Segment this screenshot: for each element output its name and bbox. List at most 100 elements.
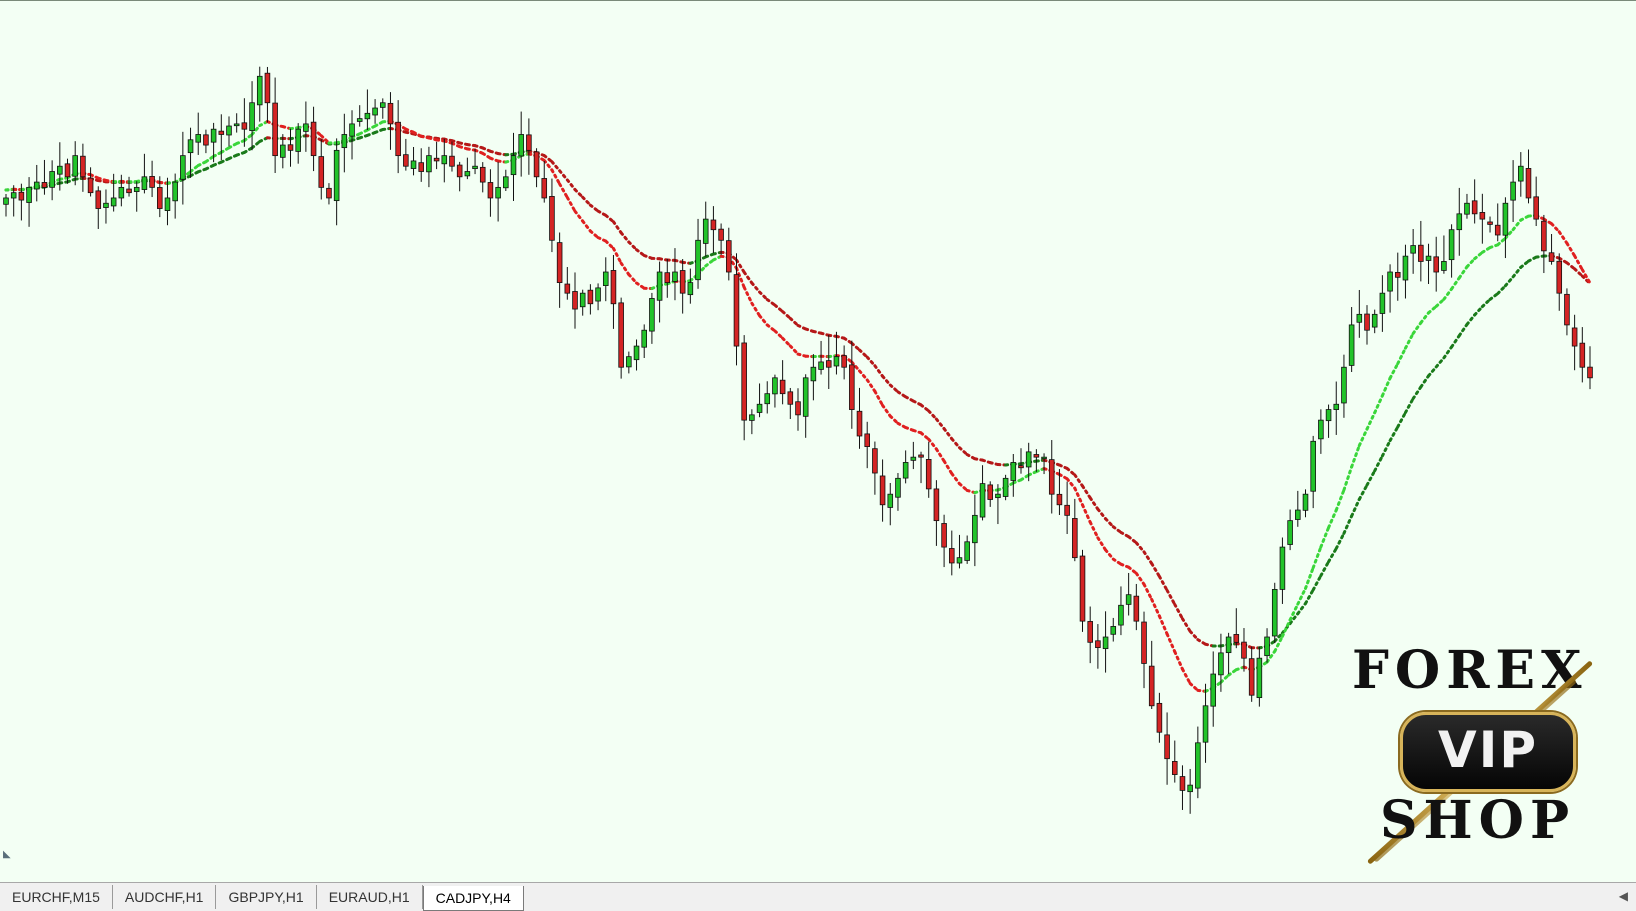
candle-body-bear <box>1088 621 1093 642</box>
tab-euraud-h1[interactable]: EURAUD,H1 <box>317 885 423 909</box>
candle <box>1280 537 1285 603</box>
candle <box>1257 647 1262 707</box>
candle-body-bear <box>1580 343 1585 367</box>
candle <box>519 112 524 177</box>
slow-ma-segment <box>1083 486 1091 498</box>
candle-body-bull <box>334 150 339 200</box>
candle-body-bear <box>926 459 931 488</box>
candle <box>1403 245 1408 299</box>
candle <box>180 132 185 205</box>
candle <box>134 181 139 211</box>
candle <box>396 100 401 173</box>
fast-ma-segment <box>1421 313 1429 323</box>
candle <box>227 116 232 146</box>
candle <box>657 262 662 323</box>
candle-body-bear <box>1534 197 1539 219</box>
candle <box>1449 224 1454 277</box>
candle-body-bull <box>511 156 516 175</box>
candle-body-bull <box>165 198 170 211</box>
fast-ma-segment <box>1329 510 1337 528</box>
candle-body-bull <box>180 156 185 180</box>
candle <box>957 535 962 568</box>
slow-ma-segment <box>1459 324 1467 335</box>
candle-body-bear <box>434 158 439 161</box>
candle <box>580 290 585 316</box>
candle-body-bear <box>42 182 47 187</box>
slow-ma-segment <box>1452 336 1460 347</box>
candle <box>350 110 355 159</box>
tab-gbpjpy-h1[interactable]: GBPJPY,H1 <box>216 885 316 909</box>
candle <box>680 259 685 314</box>
candle <box>27 177 32 227</box>
candle-body-bull <box>280 145 285 157</box>
fast-ma-segment <box>1567 243 1575 256</box>
candle <box>1557 253 1562 310</box>
candle-body-bear <box>319 157 324 188</box>
candle-body-bear <box>311 122 316 155</box>
candle-body-bull <box>1426 256 1431 260</box>
candle-body-bull <box>1465 203 1470 214</box>
candle-body-bear <box>1541 221 1546 251</box>
candle-body-bear <box>1180 777 1185 791</box>
candle <box>196 113 201 155</box>
fast-ma-segment <box>744 287 752 303</box>
slow-ma-segment <box>1106 519 1114 527</box>
candle-body-bull <box>1372 314 1377 327</box>
candle <box>434 142 439 169</box>
candle <box>419 148 424 182</box>
candle-body-bear <box>403 155 408 167</box>
candle <box>573 272 578 328</box>
candle-body-bull <box>257 76 262 105</box>
candle-body-bear <box>1057 494 1062 504</box>
slow-ma-segment <box>929 411 937 419</box>
fast-ma-segment <box>1090 522 1098 538</box>
candle-body-bull <box>1349 325 1354 365</box>
fast-ma-segment <box>1344 467 1352 490</box>
candle-body-bull <box>1288 521 1293 545</box>
slow-ma-segment <box>567 180 575 190</box>
candle-body-bear <box>1072 518 1077 557</box>
candle-body-bear <box>480 167 485 182</box>
candle-body-bull <box>957 558 962 563</box>
candle-body-bull <box>1518 166 1523 181</box>
candle <box>934 480 939 546</box>
slow-ma-segment <box>959 448 967 455</box>
candle-body-bull <box>473 166 478 168</box>
slow-ma-segment <box>560 171 568 180</box>
candle-body-bear <box>542 178 547 197</box>
candle <box>749 409 754 434</box>
chart-shift-marker[interactable]: ◣ <box>3 849 11 860</box>
candle <box>1295 491 1300 527</box>
candle-body-bull <box>1195 743 1200 788</box>
candle <box>165 178 170 225</box>
candle <box>34 165 39 201</box>
candle <box>719 223 724 255</box>
candle <box>303 101 308 151</box>
candle <box>511 133 516 201</box>
candle-body-bull <box>142 177 147 190</box>
tab-eurchf-m15[interactable]: EURCHF,M15 <box>0 885 113 909</box>
candle <box>849 341 854 429</box>
tab-audchf-h1[interactable]: AUDCHF,H1 <box>113 885 217 909</box>
tab-scroll-left-icon[interactable]: ◀ <box>1619 889 1628 903</box>
candle <box>1318 409 1323 454</box>
candle-body-bear <box>1395 272 1400 277</box>
fast-ma-segment <box>1221 675 1229 682</box>
tab-cadjpy-h4[interactable]: CADJPY,H4 <box>423 886 524 911</box>
candle <box>1165 712 1170 784</box>
candle-body-bull <box>380 103 385 108</box>
fast-ma-segment <box>1075 488 1083 505</box>
candle <box>334 138 339 225</box>
candle <box>1234 608 1239 648</box>
slow-ma-segment <box>936 419 944 429</box>
candle-body-bull <box>596 288 601 301</box>
candle-body-bull <box>696 240 701 279</box>
candle <box>365 89 370 130</box>
slow-ma-segment <box>1067 468 1075 474</box>
slow-ma-segment <box>1505 277 1513 286</box>
candle <box>673 248 678 300</box>
candle <box>919 452 924 483</box>
candle <box>1003 475 1008 500</box>
candle <box>4 194 9 217</box>
fast-ma-segment <box>1083 505 1091 522</box>
